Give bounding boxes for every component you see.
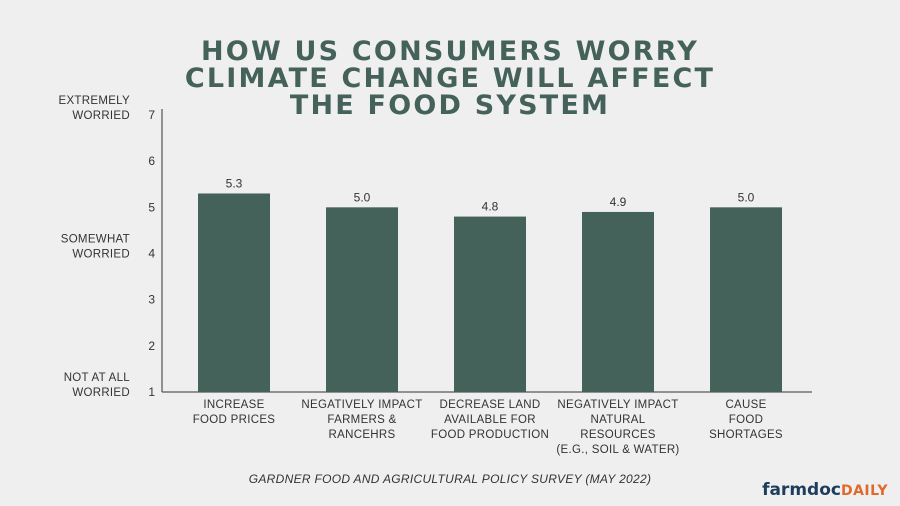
category-label: DECREASE LAND <box>439 399 540 411</box>
category-label: FOOD <box>729 414 763 426</box>
bar-value-label: 4.9 <box>610 195 627 209</box>
category-label: (E.G., SOIL & WATER) <box>556 444 679 456</box>
category-label: FARMERS & <box>327 414 396 426</box>
y-tick-label: 6 <box>148 154 155 168</box>
category-label: SHORTAGES <box>709 429 783 441</box>
scale-label: WORRIED <box>72 249 130 261</box>
category-label: NEGATIVELY IMPACT <box>301 399 422 411</box>
logo-main-text: farmdoc <box>762 480 841 500</box>
chart-title: HOW US CONSUMERS WORRY CLIMATE CHANGE WI… <box>0 38 900 119</box>
category-label: CAUSE <box>725 399 766 411</box>
y-tick-label: 7 <box>148 108 155 122</box>
bar-value-label: 5.0 <box>738 190 755 204</box>
category-label: AVAILABLE FOR <box>444 414 536 426</box>
y-tick-label: 2 <box>148 339 155 353</box>
scale-label: WORRIED <box>72 110 130 122</box>
bar <box>326 207 398 392</box>
bar <box>454 216 526 392</box>
source-note: GARDNER FOOD AND AGRICULTURAL POLICY SUR… <box>248 472 652 486</box>
scale-label: EXTREMELY <box>58 95 130 107</box>
y-tick-label: 5 <box>148 200 155 214</box>
y-tick-label: 1 <box>148 385 155 399</box>
scale-label: SOMEWHAT <box>61 234 130 246</box>
category-label: RESOURCES <box>580 429 656 441</box>
bar <box>710 207 782 392</box>
chart-title-line-1: HOW US CONSUMERS WORRY <box>201 36 699 67</box>
bar-value-label: 5.3 <box>226 176 243 190</box>
category-label: NATURAL <box>591 414 646 426</box>
farmdoc-daily-logo: farmdocDAILY <box>762 480 888 500</box>
y-tick-label: 4 <box>148 247 155 261</box>
chart-title-line-2: CLIMATE CHANGE WILL AFFECT <box>184 63 716 94</box>
bar <box>198 193 270 392</box>
bar <box>582 211 654 392</box>
scale-label: NOT AT ALL <box>64 372 131 384</box>
category-label: FOOD PRODUCTION <box>431 429 549 441</box>
category-label: RANCEHRS <box>329 429 396 441</box>
category-label: FOOD PRICES <box>193 414 276 426</box>
category-label: INCREASE <box>203 399 264 411</box>
bar-value-label: 5.0 <box>354 190 371 204</box>
chart-title-line-3: THE FOOD SYSTEM <box>289 90 611 121</box>
scale-label: WORRIED <box>72 387 130 399</box>
bar-value-label: 4.8 <box>482 200 499 214</box>
logo-accent-text: DAILY <box>840 483 888 499</box>
y-tick-label: 3 <box>148 293 155 307</box>
category-label: NEGATIVELY IMPACT <box>557 399 678 411</box>
